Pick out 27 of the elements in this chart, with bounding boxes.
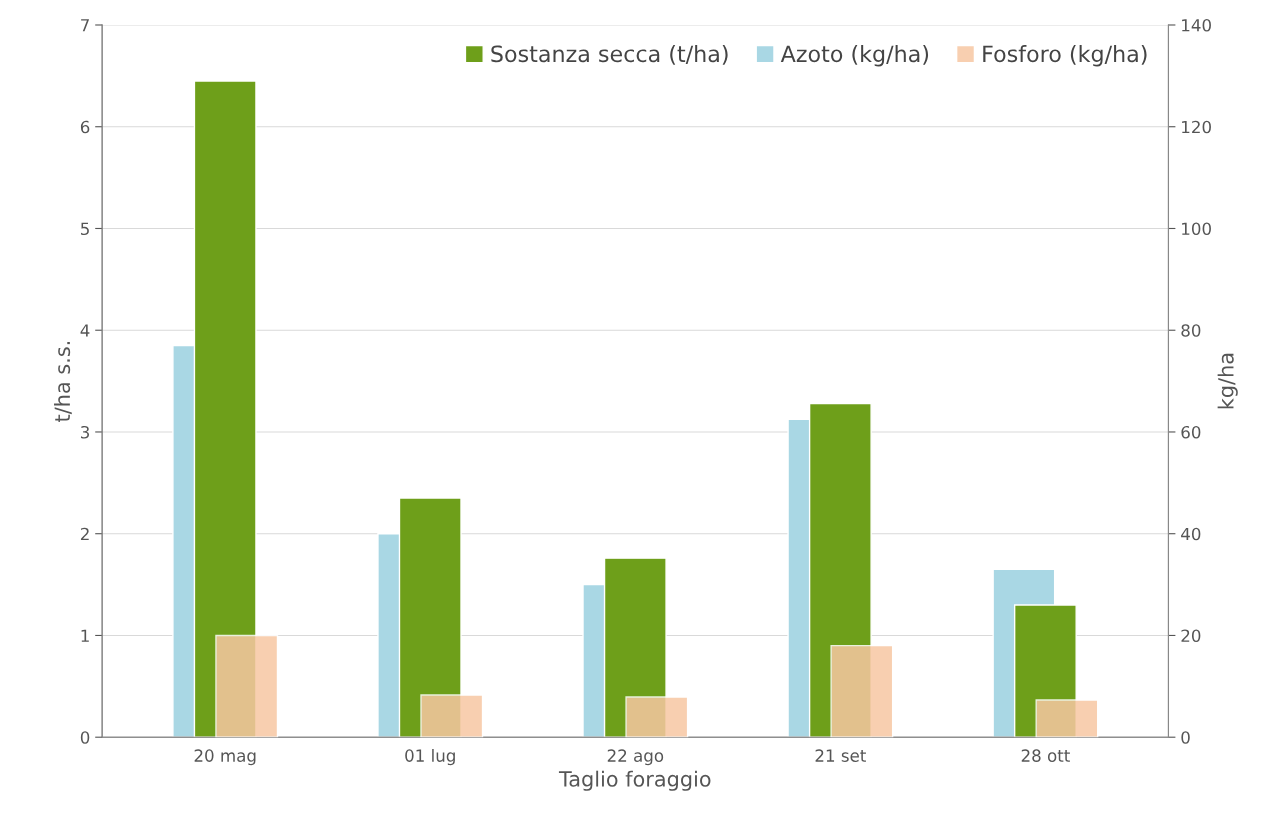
y2-tick-label: 0 [1181,731,1190,744]
y2-tick-label: 20 [1181,629,1201,643]
y-tick-label: 1 [81,629,89,642]
y2-tick-label: 120 [1182,120,1211,134]
y-tick-label: 2 [80,527,89,541]
y-tick-label: 6 [80,120,90,134]
y2-tick-label: 140 [1182,18,1211,32]
y2-tick-label: 40 [1181,527,1201,541]
y-tick-label: 0 [80,731,90,744]
x-tick-label: 01 lug [405,749,455,766]
x-axis-title: Taglio foraggio [558,770,711,791]
legend-label: Fosforo (kg/ha) [983,44,1147,67]
legend-label: Azoto (kg/ha) [780,44,929,67]
legend-label: Sostanza secca (t/ha) [491,44,728,65]
x-tick-label: 21 set [815,749,866,762]
y2-tick-label: 80 [1181,324,1201,337]
y-tick-label: 4 [80,324,90,337]
x-tick-label: 22 ago [607,749,664,766]
y-tick-label: 3 [81,425,90,439]
x-tick-label: 20 mag [194,749,256,766]
y-tick-label: 5 [81,222,89,236]
y2-axis-title: kg/ha [1217,353,1238,409]
y2-tick-label: 100 [1182,222,1211,236]
y2-tick-label: 60 [1181,425,1201,439]
y-tick-label: 7 [81,19,89,32]
y-axis-title: t/ha s.s. [54,341,72,422]
x-tick-label: 28 ott [1021,749,1070,762]
